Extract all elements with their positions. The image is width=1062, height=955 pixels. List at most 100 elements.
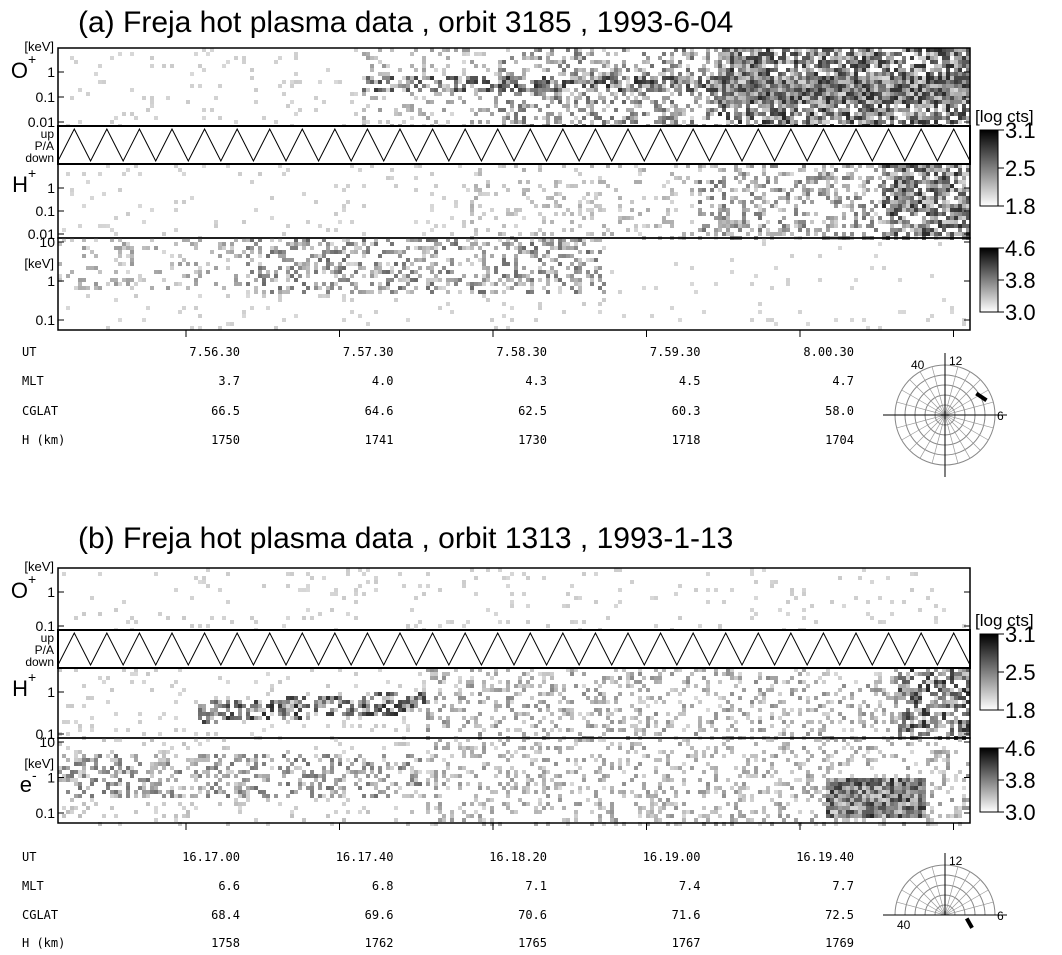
- heatmap-cell: [638, 700, 642, 704]
- heatmap-cell: [318, 286, 322, 290]
- heatmap-cell: [378, 290, 382, 294]
- heatmap-cell: [850, 728, 854, 732]
- heatmap-cell: [894, 196, 898, 200]
- heatmap-cell: [762, 238, 766, 242]
- heatmap-cell: [546, 112, 550, 116]
- heatmap-cell: [962, 64, 966, 68]
- heatmap-cell: [942, 92, 946, 96]
- heatmap-cell: [638, 696, 642, 700]
- heatmap-cell: [902, 676, 906, 680]
- heatmap-cell: [654, 120, 658, 124]
- heatmap-cell: [298, 262, 302, 266]
- heatmap-cell: [534, 56, 538, 60]
- heatmap-cell: [890, 96, 894, 100]
- heatmap-cell: [954, 120, 958, 124]
- heatmap-cell: [878, 116, 882, 120]
- heatmap-cell: [910, 192, 914, 196]
- heatmap-cell: [750, 48, 754, 52]
- heatmap-cell: [678, 92, 682, 96]
- heatmap-cell: [82, 204, 86, 208]
- heatmap-cell: [610, 270, 614, 274]
- heatmap-cell: [510, 80, 514, 84]
- heatmap-cell: [962, 92, 966, 96]
- heatmap-cell: [878, 596, 882, 600]
- heatmap-cell: [646, 208, 650, 212]
- heatmap-cell: [606, 712, 610, 716]
- heatmap-cell: [886, 188, 890, 192]
- heatmap-cell: [798, 708, 802, 712]
- heatmap-cell: [514, 84, 518, 88]
- heatmap-cell: [730, 704, 734, 708]
- heatmap-cell: [818, 188, 822, 192]
- heatmap-cell: [510, 242, 514, 246]
- h-plus-tick-label: 1: [47, 180, 55, 196]
- heatmap-cell: [798, 100, 802, 104]
- heatmap-cell: [730, 48, 734, 52]
- heatmap-cell: [914, 52, 918, 56]
- heatmap-cell: [498, 704, 502, 708]
- heatmap-cell: [190, 242, 194, 246]
- heatmap-cell: [790, 588, 794, 592]
- heatmap-cell: [766, 100, 770, 104]
- heatmap-cell: [898, 68, 902, 72]
- heatmap-cell: [882, 188, 886, 192]
- ephemeris-cglat-value: 58.0: [825, 404, 854, 418]
- heatmap-cell: [430, 238, 434, 242]
- heatmap-cell: [354, 684, 358, 688]
- heatmap-cell: [758, 80, 762, 84]
- heatmap-cell: [594, 88, 598, 92]
- heatmap-cell: [562, 696, 566, 700]
- heatmap-cell: [822, 100, 826, 104]
- heatmap-cell: [698, 200, 702, 204]
- heatmap-cell: [746, 164, 750, 168]
- heatmap-cell: [814, 232, 818, 236]
- heatmap-cell: [754, 176, 758, 180]
- heatmap-cell: [690, 48, 694, 52]
- heatmap-cell: [958, 120, 962, 124]
- heatmap-cell: [822, 168, 826, 172]
- ephemeris-cglat-value: 62.5: [518, 404, 547, 418]
- heatmap-cell: [218, 116, 222, 120]
- heatmap-cell: [554, 258, 558, 262]
- heatmap-cell: [962, 172, 966, 176]
- heatmap-cell: [390, 270, 394, 274]
- heatmap-cell: [934, 188, 938, 192]
- heatmap-cell: [250, 180, 254, 184]
- heatmap-cell: [490, 684, 494, 688]
- heatmap-cell: [846, 204, 850, 208]
- heatmap-cell: [834, 68, 838, 72]
- heatmap-cell: [226, 704, 230, 708]
- heatmap-cell: [570, 728, 574, 732]
- heatmap-cell: [306, 270, 310, 274]
- heatmap-cell: [942, 200, 946, 204]
- heatmap-cell: [302, 238, 306, 242]
- heatmap-cell: [934, 212, 938, 216]
- heatmap-cell: [842, 696, 846, 700]
- heatmap-cell: [70, 96, 74, 100]
- heatmap-cell: [770, 688, 774, 692]
- heatmap-cell: [606, 708, 610, 712]
- heatmap-cell: [866, 48, 870, 52]
- heatmap-cell: [526, 704, 530, 708]
- heatmap-cell: [738, 48, 742, 52]
- heatmap-cell: [350, 164, 354, 168]
- heatmap-cell: [930, 728, 934, 732]
- heatmap-cell: [258, 250, 262, 254]
- heatmap-cell: [806, 192, 810, 196]
- heatmap-cell: [514, 270, 518, 274]
- heatmap-cell: [426, 286, 430, 290]
- heatmap-cell: [322, 270, 326, 274]
- heatmap-cell: [866, 68, 870, 72]
- heatmap-cell: [70, 238, 74, 242]
- heatmap-cell: [542, 216, 546, 220]
- heatmap-cell: [650, 100, 654, 104]
- heatmap-cell: [466, 246, 470, 250]
- heatmap-cell: [698, 104, 702, 108]
- heatmap-cell: [946, 68, 950, 72]
- heatmap-cell: [530, 232, 534, 236]
- heatmap-cell: [514, 254, 518, 258]
- heatmap-cell: [822, 176, 826, 180]
- heatmap-cell: [82, 238, 86, 242]
- heatmap-cell: [934, 712, 938, 716]
- h-plus-heatmap: [58, 668, 970, 740]
